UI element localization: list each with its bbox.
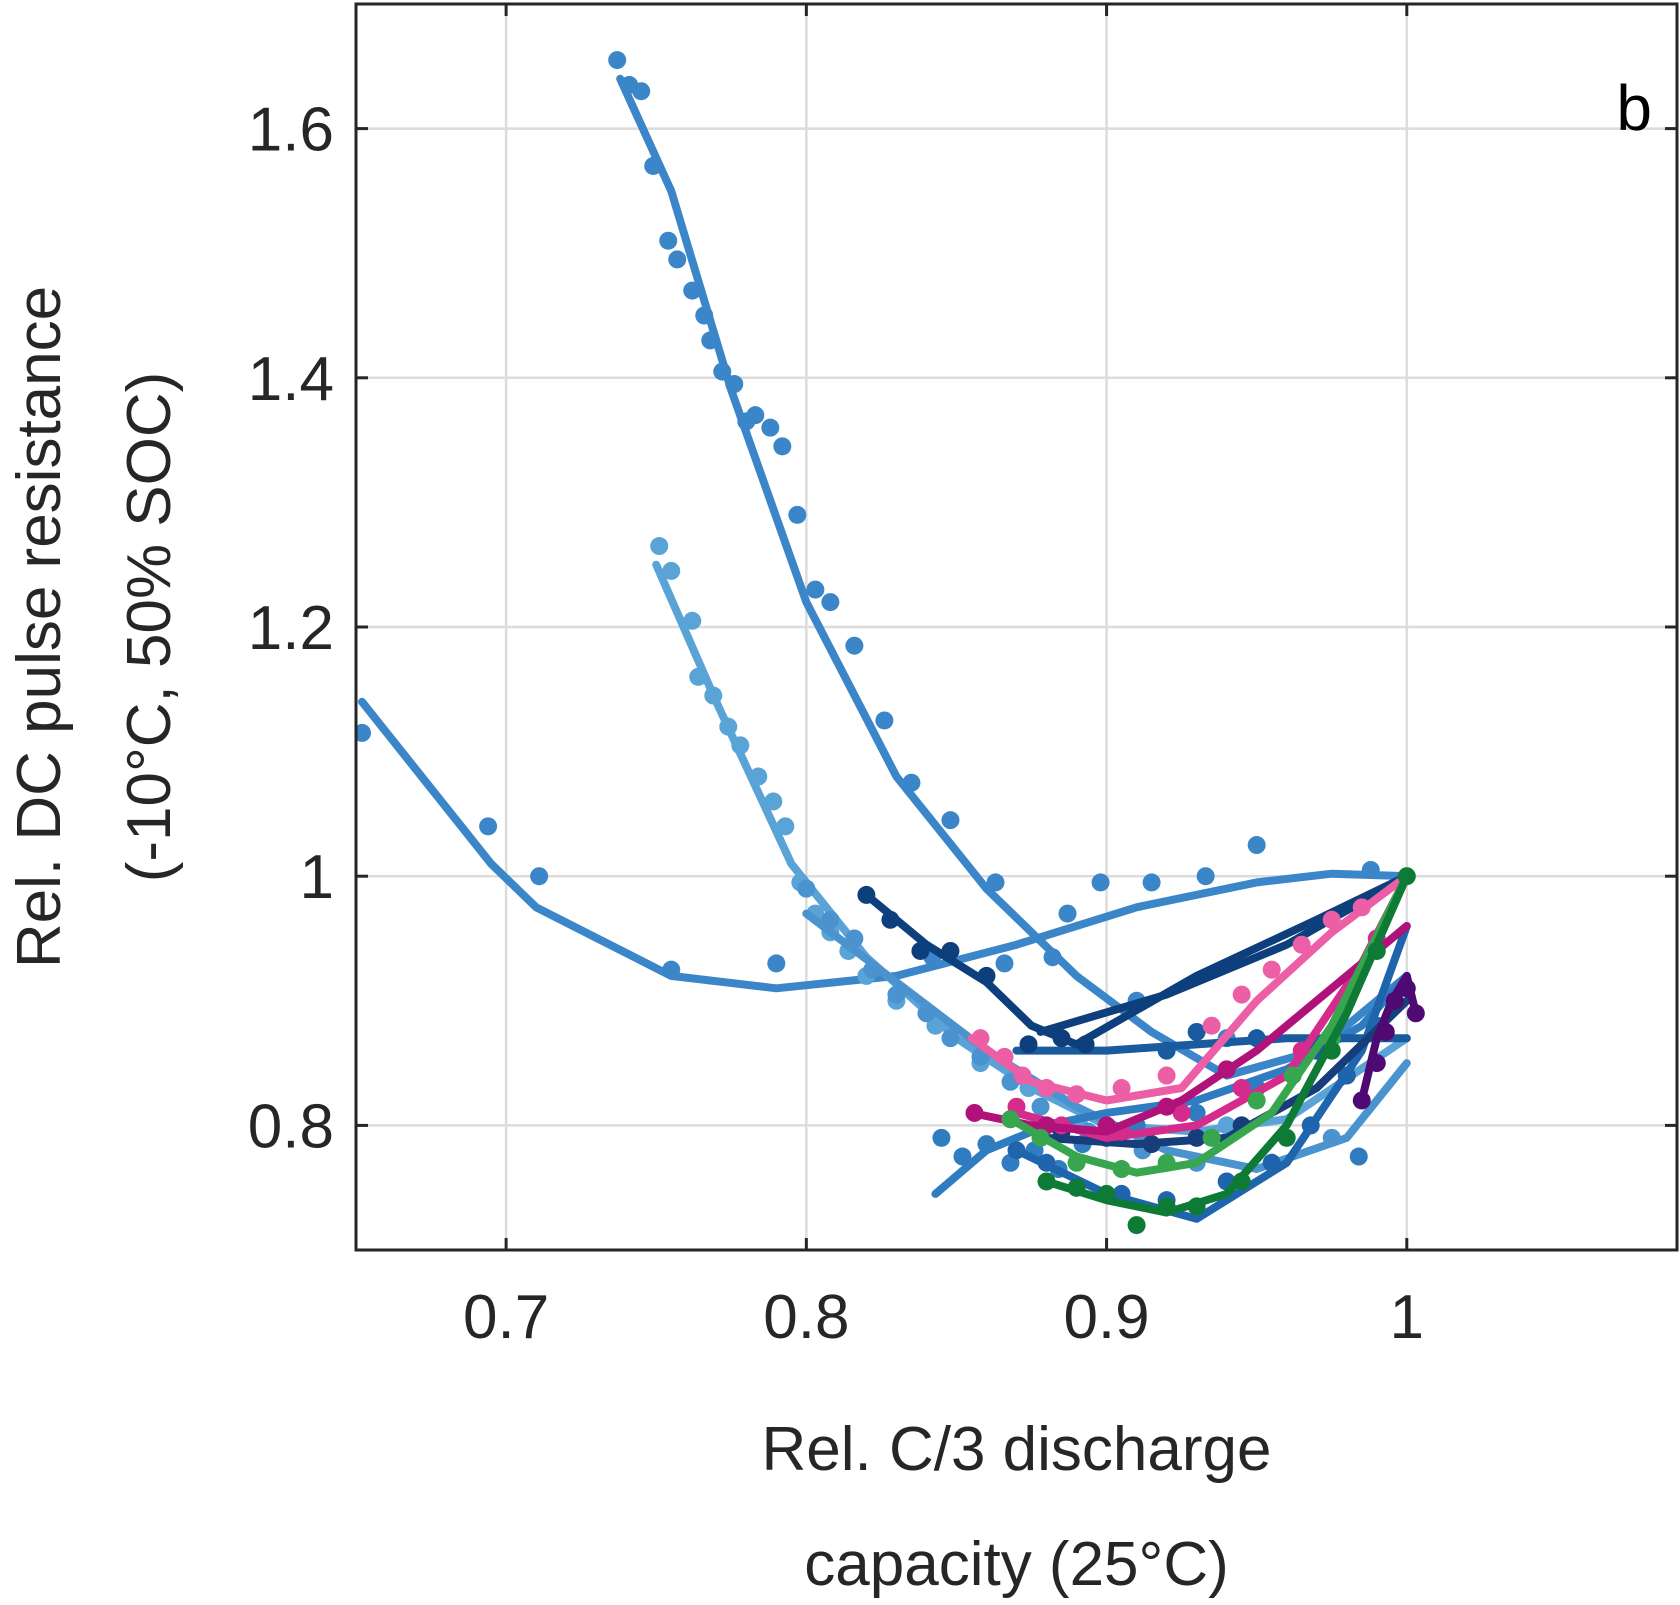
data-point [761,418,780,437]
data-point [659,231,678,250]
data-point [1112,1079,1131,1098]
data-point [1019,1035,1038,1054]
data-point [1157,1066,1176,1085]
data-point [941,1029,960,1048]
data-point [788,505,807,524]
x-axis-title-line-2: capacity (25°C) [804,1530,1229,1599]
y-tick-label: 0.8 [248,1092,334,1161]
data-point [1247,836,1266,855]
data-point [1202,1016,1221,1035]
series-13 [1352,971,1425,1110]
data-point [1247,1091,1266,1110]
data-point [683,611,702,630]
tick-marks [356,4,1677,1250]
data-point [650,537,669,556]
data-point [776,817,795,836]
fit-line [1357,971,1420,1105]
series-7 [857,872,1411,1054]
y-tick-label: 1.6 [248,96,334,165]
y-axis-title-line-1: Rel. DC pulse resistance [5,286,74,968]
series-9 [1042,996,1411,1154]
series-1 [608,51,1411,1080]
x-axis-title-line-1: Rel. C/3 discharge [761,1415,1271,1484]
data-point [1262,960,1281,979]
data-point [995,954,1014,973]
data-point [1292,935,1311,954]
fit-line [967,922,1411,1136]
data-point [356,723,372,742]
fit-line [1036,872,1411,1036]
data-point [932,1128,951,1147]
data-point [1031,1097,1050,1116]
y-tick-label: 1.4 [248,345,334,414]
data-point [1187,1103,1206,1122]
data-point [875,711,894,730]
plot-area [356,51,1425,1235]
series-8 [1036,872,1411,1036]
data-point [1232,1079,1251,1098]
data-point [746,406,765,425]
series-15 [1037,867,1416,1235]
series-14 [1001,872,1411,1179]
data-point [1127,1216,1146,1235]
data-point [530,867,549,886]
fit-line [1042,996,1411,1149]
data-point [1187,1022,1206,1041]
fit-line [1012,922,1411,1223]
fit-line [358,697,1411,993]
y-axis-title-line-2: (-10°C, 50% SOC) [115,372,184,883]
data-point [1142,873,1161,892]
data-point [986,873,1005,892]
data-point [1202,1128,1221,1147]
fit-line [967,872,1411,1105]
data-point [632,82,651,101]
data-point [1232,985,1251,1004]
series-4 [931,971,1411,1198]
data-point [806,580,825,599]
x-tick-label: 0.7 [463,1283,549,1352]
fit-line [1006,872,1411,1177]
x-tick-label: 0.9 [1063,1283,1149,1352]
data-point [662,561,681,580]
data-point [1172,1103,1191,1122]
fit-line [616,74,1411,1080]
data-point [1091,873,1110,892]
data-point [668,250,687,269]
data-point [821,593,840,612]
x-tick-labels: 0.7 0.8 0.9 1 [463,1283,1424,1352]
series-10 [967,872,1411,1105]
grid-lines [356,4,1677,1250]
fit-line [862,872,1411,1049]
fit-line [1042,872,1411,1217]
data-point [1349,1147,1368,1166]
data-point [1196,867,1215,886]
data-point [941,811,960,830]
data-point [479,817,498,836]
y-tick-label: 1 [300,843,334,912]
y-tick-labels: 0.8 1 1.2 1.4 1.6 [248,96,334,1162]
data-point [773,437,792,456]
data-point [1058,904,1077,923]
panel-label: b [1616,72,1652,144]
fit-line [931,971,1411,1198]
x-tick-label: 0.8 [763,1283,849,1352]
y-tick-label: 1.2 [248,594,334,663]
data-point [797,879,816,898]
data-point [953,1147,972,1166]
data-point [767,954,786,973]
series-0 [356,697,1411,993]
data-point [608,51,627,70]
data-point [845,636,864,655]
x-tick-label: 1 [1390,1283,1424,1352]
